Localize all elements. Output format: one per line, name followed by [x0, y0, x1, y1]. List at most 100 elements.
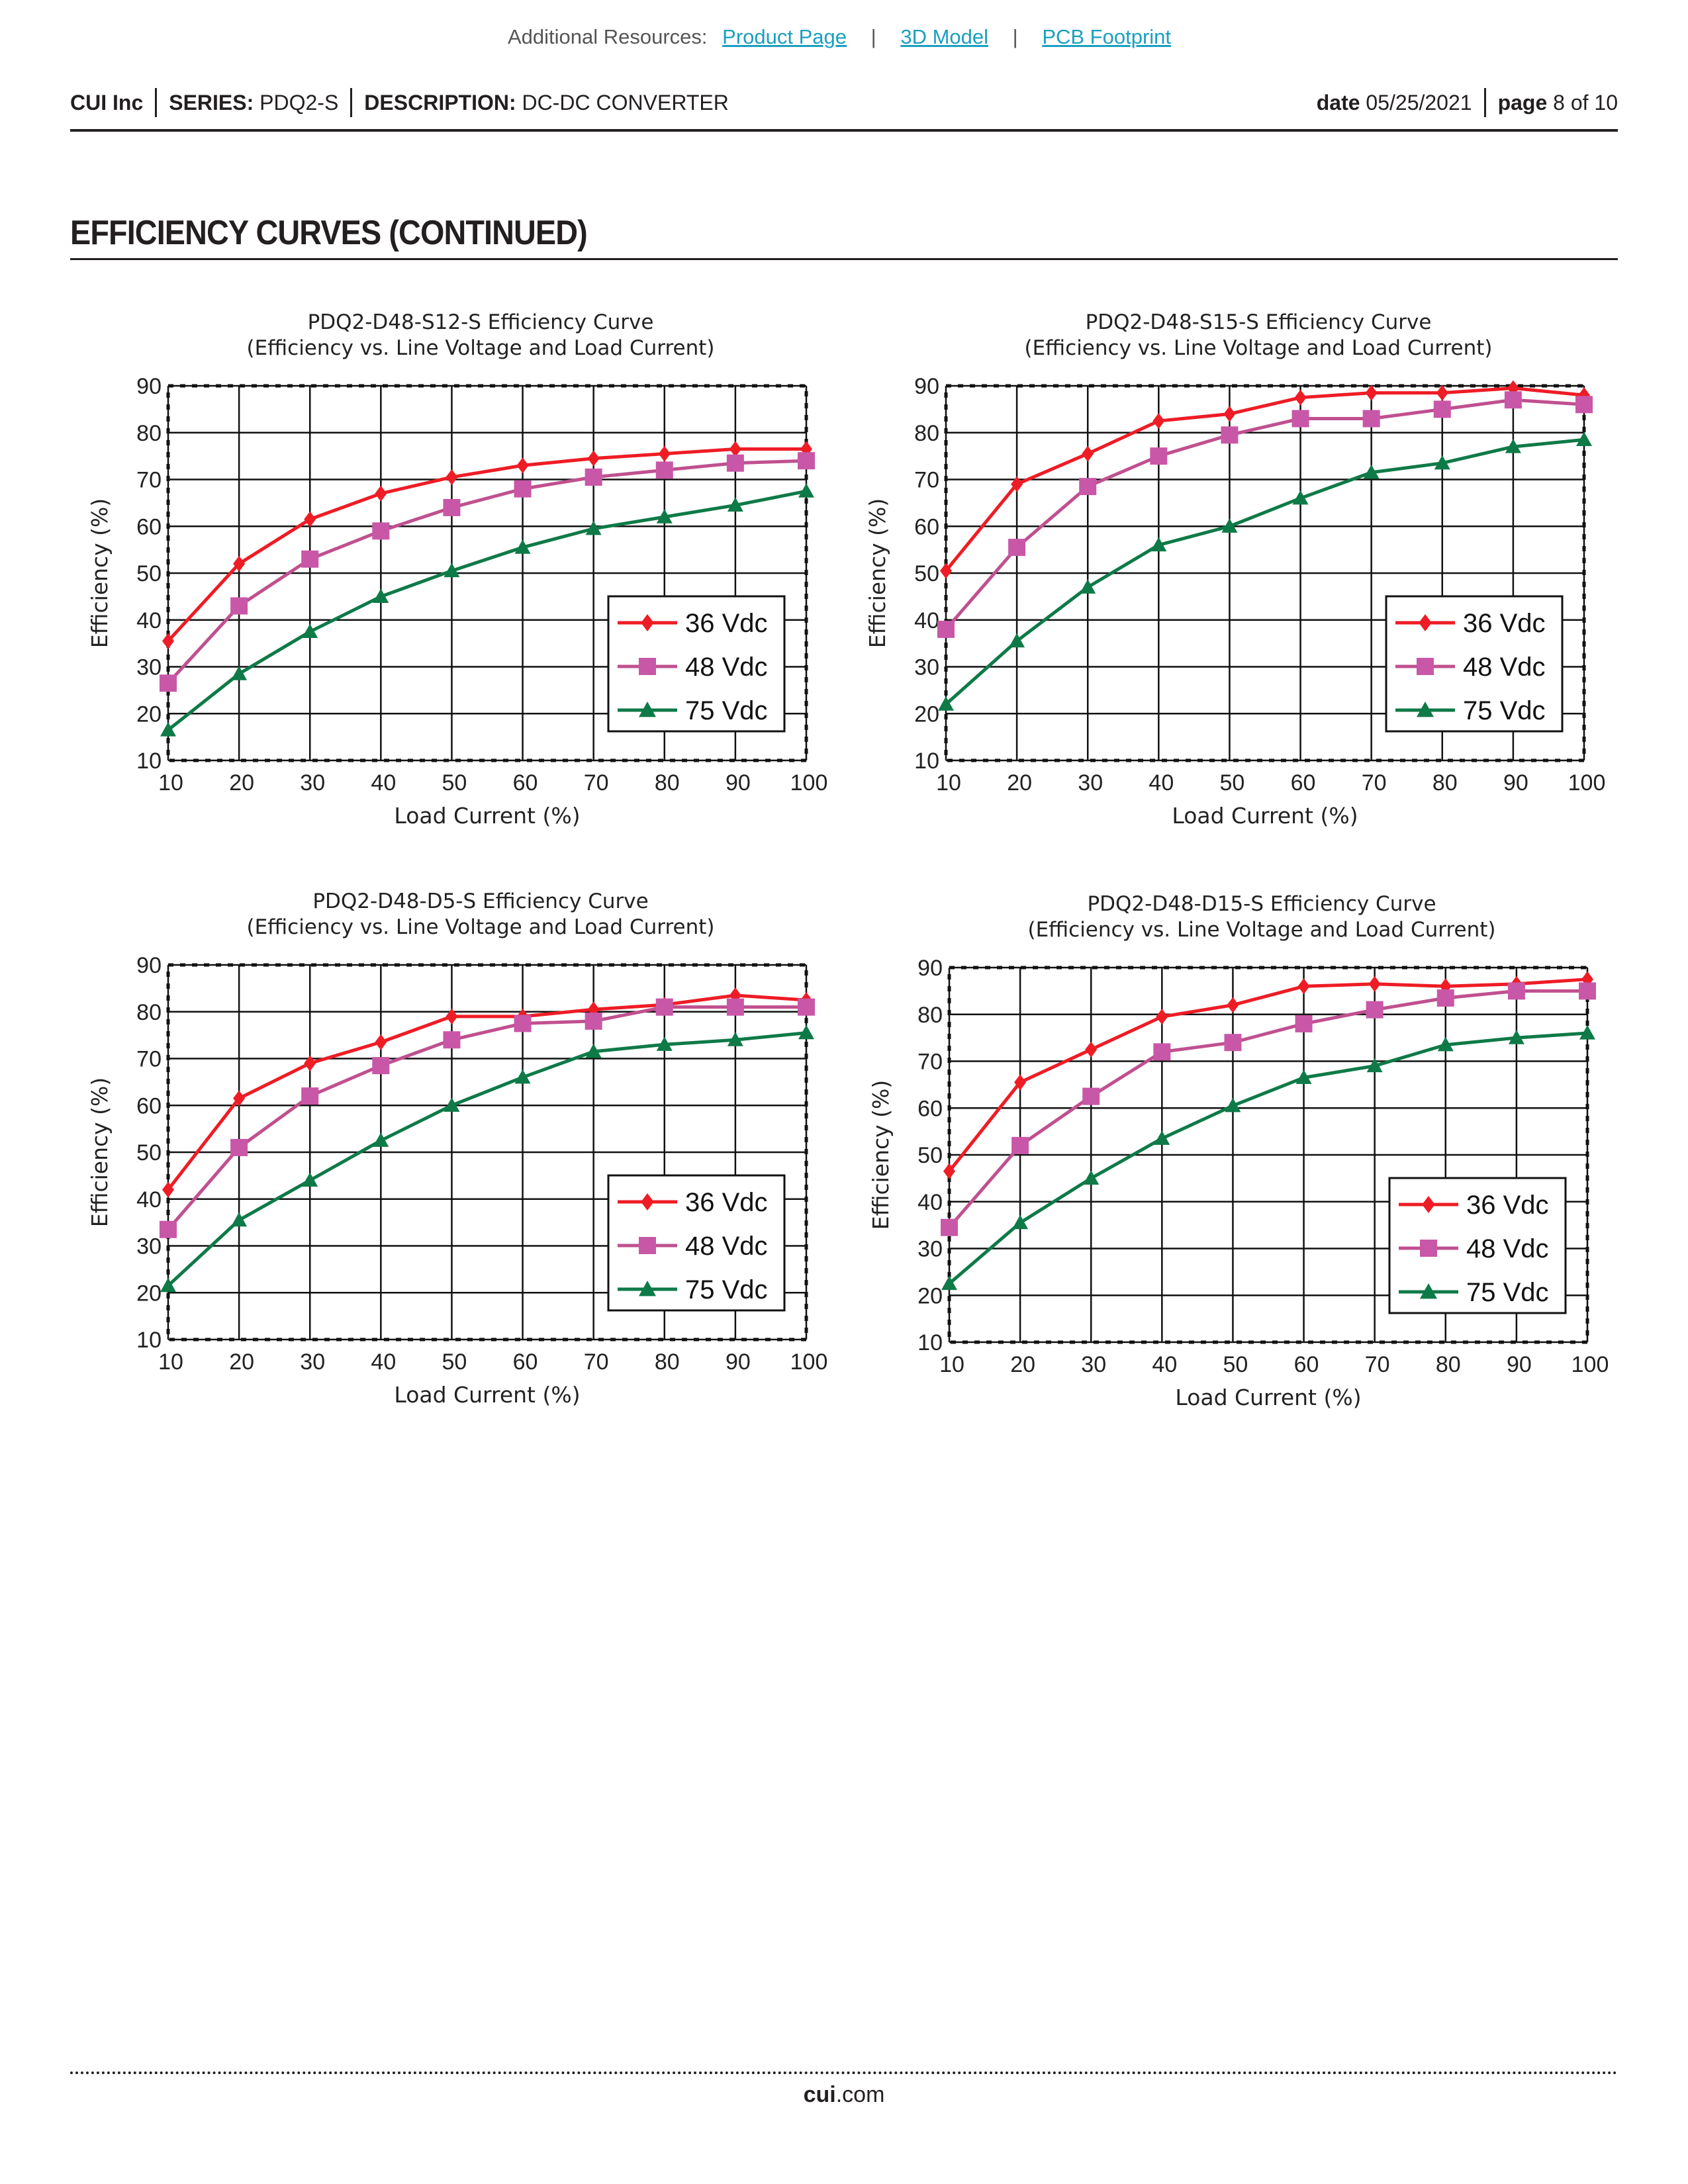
- y-tick-label: 10: [136, 749, 162, 774]
- square-marker: [1153, 1043, 1171, 1061]
- square-marker: [230, 1138, 248, 1156]
- legend-label: 75 Vdc: [1463, 696, 1546, 725]
- y-tick-label: 80: [136, 421, 162, 446]
- triangle-marker: [1420, 1283, 1437, 1299]
- square-marker: [585, 1012, 602, 1030]
- triangle-marker: [231, 1212, 248, 1227]
- square-marker: [1224, 1034, 1242, 1052]
- diamond-marker: [304, 511, 316, 527]
- x-tick-label: 30: [300, 1349, 325, 1375]
- series-label: SERIES:: [169, 90, 254, 114]
- triangle-marker: [231, 666, 248, 680]
- square-marker: [1295, 1015, 1313, 1032]
- square-marker: [1579, 982, 1596, 1000]
- triangle-marker: [639, 1281, 656, 1297]
- square-marker: [1082, 1087, 1100, 1105]
- diamond-marker: [729, 987, 741, 1003]
- x-tick-label: 60: [513, 770, 538, 796]
- chart-d15: PDQ2-D48-D15-S Efficiency Curve (Efficien…: [863, 888, 1624, 1431]
- x-tick-label: 80: [1432, 770, 1458, 796]
- square-marker: [301, 1087, 319, 1105]
- triangle-marker: [1505, 438, 1521, 453]
- x-axis-label: Load Current (%): [1172, 803, 1358, 829]
- chart-d5: PDQ2-D48-D5-S Efficiency Curve (Efficienc…: [82, 886, 843, 1428]
- additional-resources: Additional Resources: Product Page | 3D …: [0, 25, 1688, 49]
- series-line: [167, 1005, 806, 1231]
- triangle-marker: [727, 1032, 743, 1046]
- series-2: [160, 483, 814, 737]
- square-marker: [639, 1237, 656, 1254]
- diamond-marker: [1422, 1196, 1435, 1213]
- footer-domain[interactable]: cui.com: [0, 2082, 1688, 2108]
- legend-label: 48 Vdc: [1466, 1234, 1549, 1263]
- x-tick-label: 20: [1007, 770, 1032, 796]
- legend-label: 48 Vdc: [685, 1232, 768, 1261]
- square-marker: [1079, 478, 1097, 496]
- y-tick-label: 40: [917, 1190, 943, 1215]
- square-marker: [726, 998, 744, 1016]
- triangle-marker: [1576, 432, 1592, 446]
- square-marker: [160, 1220, 177, 1238]
- legend-label: 36 Vdc: [1463, 609, 1546, 638]
- chart-svg: PDQ2-D48-S15-S Efficiency Curve(Efficien…: [865, 310, 1605, 829]
- triangle-marker: [160, 1277, 176, 1293]
- series-1: [941, 982, 1596, 1236]
- triangle-marker: [1009, 633, 1025, 648]
- triangle-marker: [585, 520, 602, 535]
- legend-label: 36 Vdc: [685, 609, 768, 638]
- diamond-marker: [1578, 387, 1590, 404]
- document-header: CUI Inc SERIES: PDQ2-S DESCRIPTION: DC-D…: [70, 87, 1618, 118]
- y-tick-label: 70: [914, 468, 939, 493]
- square-marker: [655, 461, 673, 479]
- pcb-footprint-link[interactable]: PCB Footprint: [1042, 25, 1172, 48]
- square-marker: [443, 498, 461, 516]
- square-marker: [372, 1057, 390, 1075]
- y-tick-label: 60: [136, 514, 162, 539]
- chart-svg: PDQ2-D48-D5-S Efficiency Curve(Efficienc…: [87, 889, 827, 1408]
- x-tick-label: 10: [158, 770, 183, 796]
- triangle-marker: [373, 1132, 389, 1147]
- triangle-marker: [302, 623, 318, 639]
- divider: [1483, 88, 1486, 117]
- divider: [350, 88, 353, 117]
- y-tick-label: 90: [914, 374, 939, 399]
- diamond-marker: [1365, 385, 1378, 401]
- chart-svg: PDQ2-D48-D15-S Efficiency Curve(Efficien…: [868, 892, 1609, 1410]
- square-marker: [1362, 410, 1380, 428]
- diamond-marker: [641, 614, 654, 631]
- square-marker: [1008, 539, 1026, 557]
- y-tick-label: 50: [914, 561, 939, 586]
- square-marker: [937, 620, 955, 638]
- triangle-marker: [1012, 1214, 1029, 1230]
- chart-title: PDQ2-D48-D5-S Efficiency Curve: [312, 889, 648, 913]
- series-1: [160, 998, 815, 1238]
- plot-border: [166, 384, 808, 762]
- 3d-model-link[interactable]: 3D Model: [900, 25, 989, 48]
- diamond-marker: [587, 450, 600, 467]
- chart-svg: PDQ2-D48-S12-S Efficiency Curve(Efficien…: [87, 310, 827, 829]
- chart-subtitle: (Efficiency vs. Line Voltage and Load Cu…: [247, 915, 715, 939]
- resources-label: Additional Resources:: [507, 25, 708, 48]
- triangle-marker: [444, 563, 460, 578]
- triangle-marker: [727, 497, 743, 512]
- y-tick-label: 80: [914, 421, 939, 446]
- x-tick-label: 70: [584, 770, 609, 796]
- square-marker: [1420, 1240, 1437, 1257]
- x-axis-label: Load Current (%): [394, 1382, 580, 1408]
- x-tick-label: 50: [1220, 770, 1245, 796]
- legend-label: 75 Vdc: [685, 1275, 768, 1304]
- x-tick-label: 70: [584, 1349, 609, 1375]
- diamond-marker: [1085, 1041, 1098, 1058]
- square-marker: [372, 522, 390, 540]
- series-line: [948, 1031, 1588, 1285]
- x-axis-label: Load Current (%): [394, 803, 580, 829]
- product-page-link[interactable]: Product Page: [722, 25, 847, 48]
- triangle-marker: [1417, 702, 1434, 717]
- square-marker: [798, 998, 815, 1016]
- x-tick-label: 10: [939, 1352, 964, 1377]
- triangle-marker: [1508, 1030, 1524, 1044]
- square-marker: [1221, 426, 1239, 444]
- series-2: [160, 1024, 814, 1293]
- triangle-marker: [1295, 1069, 1312, 1084]
- y-tick-label: 60: [917, 1096, 943, 1121]
